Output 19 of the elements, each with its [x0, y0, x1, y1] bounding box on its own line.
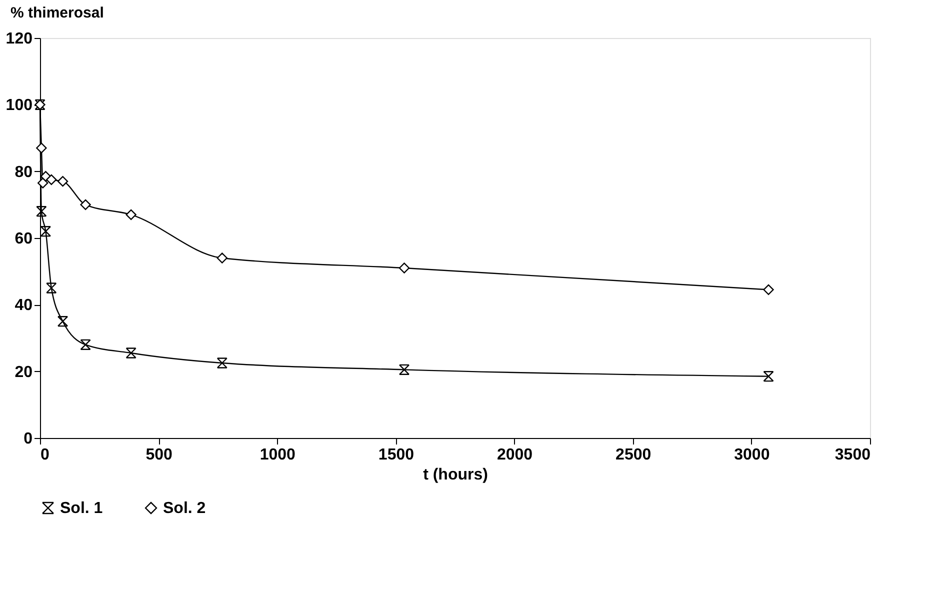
- x-axis-title: t (hours): [423, 466, 488, 484]
- x-tick-label: 3500: [834, 446, 871, 464]
- legend-label: Sol. 1: [60, 500, 103, 517]
- y-tick-label: 80: [14, 164, 33, 181]
- y-tick-label: 100: [6, 97, 33, 114]
- x-tick-label: 500: [146, 446, 173, 464]
- x-tick-label: 3000: [734, 446, 770, 464]
- y-axis-title: % thimerosal: [10, 4, 104, 22]
- x-tick-label: 1500: [378, 446, 414, 464]
- y-tick-label: 20: [14, 364, 33, 381]
- x-tick-label: 2000: [496, 446, 533, 464]
- y-tick-label: 40: [14, 297, 33, 314]
- y-tick-label: 0: [24, 430, 33, 448]
- x-tick-label: 0: [40, 446, 50, 464]
- x-tick-label: 1000: [260, 446, 296, 464]
- y-tick-label: 120: [6, 30, 33, 48]
- legend-label: Sol. 2: [163, 500, 206, 517]
- y-tick-label: 60: [14, 230, 33, 248]
- x-tick-label: 2500: [616, 446, 652, 464]
